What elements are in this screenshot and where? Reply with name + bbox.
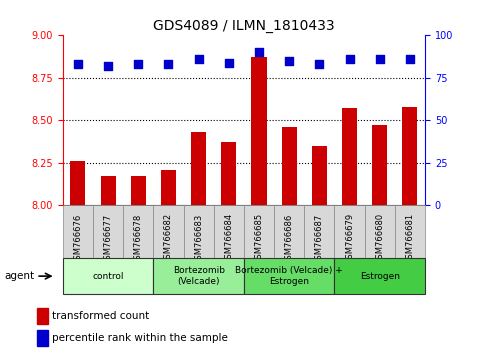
Bar [244,258,334,294]
Text: GSM766684: GSM766684 [224,213,233,264]
Bar [191,132,206,205]
Title: GDS4089 / ILMN_1810433: GDS4089 / ILMN_1810433 [153,19,335,33]
Bar [37,308,48,324]
Bar [334,205,365,258]
Point [104,63,112,69]
Text: agent: agent [5,271,35,281]
Bar [282,127,297,205]
Text: control: control [92,272,124,281]
Bar [71,161,85,205]
Bar [154,205,184,258]
Bar [244,205,274,258]
Point [346,56,354,62]
Point [285,58,293,64]
Text: Estrogen: Estrogen [360,272,400,281]
Bar [123,205,154,258]
Bar [213,205,244,258]
Bar [221,142,236,205]
Bar [131,176,146,205]
Point [134,62,142,67]
Text: GSM766679: GSM766679 [345,213,354,264]
Bar [372,125,387,205]
Bar [93,205,123,258]
Text: GSM766687: GSM766687 [315,213,324,264]
Text: GSM766678: GSM766678 [134,213,143,264]
Bar [312,146,327,205]
Text: GSM766676: GSM766676 [73,213,83,264]
Text: transformed count: transformed count [53,311,150,321]
Point [315,62,323,67]
Bar [63,258,154,294]
Point [406,56,414,62]
Text: GSM766686: GSM766686 [284,213,294,264]
Point [225,60,233,65]
Point [195,56,202,62]
Text: Bortezomib
(Velcade): Bortezomib (Velcade) [172,267,225,286]
Point [74,62,82,67]
Bar [184,205,213,258]
Text: Bortezomib (Velcade) +
Estrogen: Bortezomib (Velcade) + Estrogen [235,267,343,286]
Bar [154,258,244,294]
Bar [63,205,93,258]
Text: percentile rank within the sample: percentile rank within the sample [53,333,228,343]
Text: GSM766677: GSM766677 [103,213,113,264]
Bar [334,258,425,294]
Bar [402,107,417,205]
Text: GSM766685: GSM766685 [255,213,264,264]
Bar [365,205,395,258]
Bar [252,57,267,205]
Bar [395,205,425,258]
Text: GSM766680: GSM766680 [375,213,384,264]
Bar [304,205,334,258]
Bar [342,108,357,205]
Point [165,62,172,67]
Point [255,50,263,55]
Point [376,56,384,62]
Text: GSM766681: GSM766681 [405,213,414,264]
Text: GSM766683: GSM766683 [194,213,203,264]
Text: GSM766682: GSM766682 [164,213,173,264]
Bar [100,176,115,205]
Bar [161,170,176,205]
Bar [37,330,48,346]
Bar [274,205,304,258]
